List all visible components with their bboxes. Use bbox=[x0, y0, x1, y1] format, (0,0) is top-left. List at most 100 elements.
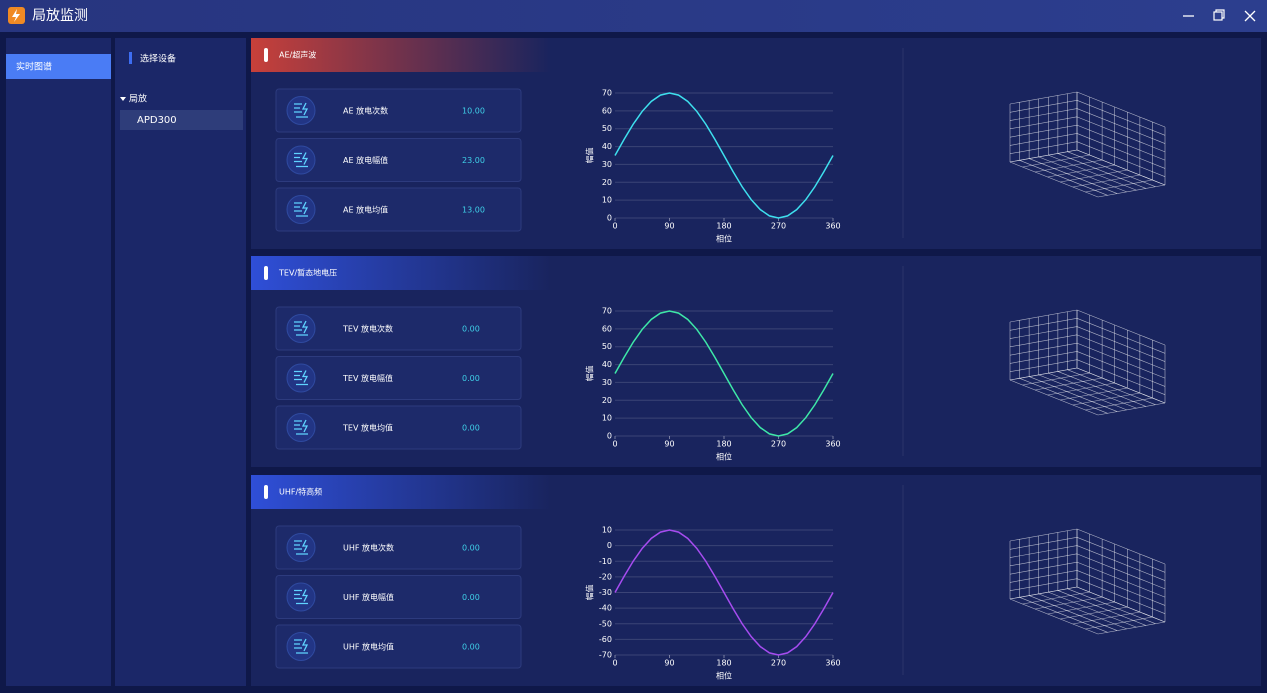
tree-item-bg[interactable] bbox=[120, 110, 243, 130]
x-tick-label: 0 bbox=[612, 440, 617, 449]
header-marker bbox=[264, 48, 268, 62]
wireframe bbox=[1009, 141, 1078, 155]
wireframe bbox=[1022, 372, 1090, 386]
x-tick-label: 0 bbox=[612, 659, 617, 668]
wireframe bbox=[1047, 601, 1115, 615]
y-tick-label: 30 bbox=[602, 378, 612, 387]
x-axis-label: 相位 bbox=[716, 234, 732, 244]
header-marker bbox=[264, 485, 268, 499]
wireframe bbox=[1076, 578, 1166, 614]
wireframe bbox=[1009, 342, 1078, 356]
app-icon-glyph bbox=[12, 9, 20, 22]
wireframe bbox=[1035, 159, 1103, 173]
wireframe bbox=[1072, 392, 1140, 406]
y-tick-label: 30 bbox=[602, 160, 612, 169]
wireframe bbox=[1038, 374, 1127, 411]
wireframe bbox=[1076, 351, 1166, 387]
y-tick-label: 10 bbox=[602, 526, 612, 535]
wireframe bbox=[1009, 367, 1078, 381]
tree-item[interactable]: APD300 bbox=[137, 115, 177, 126]
title-bar bbox=[0, 0, 1267, 32]
wireframe bbox=[1009, 553, 1078, 567]
x-tick-label: 180 bbox=[716, 659, 731, 668]
y-tick-label: 40 bbox=[602, 360, 612, 369]
wireframe bbox=[1029, 158, 1118, 194]
wireframe bbox=[1076, 133, 1166, 169]
metric-label: AE 放电次数 bbox=[343, 106, 388, 116]
series-line bbox=[614, 310, 834, 437]
wireframe bbox=[1085, 397, 1153, 411]
metric-card bbox=[275, 88, 522, 133]
metric-icon bbox=[286, 363, 316, 393]
y-tick-label: 60 bbox=[602, 324, 612, 333]
nav-item[interactable]: 实时图谱 bbox=[16, 61, 52, 73]
series-line bbox=[614, 529, 834, 656]
wireframe bbox=[1009, 124, 1078, 138]
x-tick-label: 90 bbox=[664, 440, 674, 449]
wireframe bbox=[1009, 379, 1099, 416]
metric-icon-glyph bbox=[294, 201, 309, 217]
expand-arrow[interactable] bbox=[120, 97, 126, 101]
y-tick-label: -70 bbox=[599, 651, 612, 660]
wireframe bbox=[1076, 141, 1166, 177]
wireframe bbox=[1009, 317, 1078, 331]
wireframe bbox=[1048, 372, 1137, 409]
wireframe bbox=[1047, 164, 1115, 178]
metric-icon bbox=[286, 533, 316, 562]
nav-item-bg[interactable] bbox=[6, 54, 111, 79]
nav-sidebar bbox=[6, 38, 111, 686]
metric-icon bbox=[286, 145, 316, 175]
metric-label: AE 放电均值 bbox=[343, 205, 388, 215]
metric-icon-glyph bbox=[294, 370, 309, 386]
metric-icon-glyph bbox=[294, 638, 309, 654]
metric-icon-glyph bbox=[294, 152, 309, 168]
minimize-button[interactable] bbox=[1178, 6, 1198, 26]
wireframe bbox=[1072, 611, 1140, 625]
wireframe bbox=[1076, 124, 1166, 161]
wireframe bbox=[1067, 369, 1156, 405]
wireframe bbox=[1048, 154, 1137, 191]
wireframe bbox=[1048, 591, 1137, 628]
wireframe bbox=[1085, 179, 1153, 193]
wireframe bbox=[1009, 359, 1078, 373]
wireframe bbox=[1009, 570, 1078, 583]
wireframe bbox=[1076, 116, 1166, 153]
x-tick-label: 270 bbox=[771, 440, 786, 449]
wireframe bbox=[1009, 116, 1078, 130]
metric-value: 0.00 bbox=[462, 643, 480, 652]
y-tick-label: 20 bbox=[602, 178, 612, 187]
metric-value: 0.00 bbox=[462, 325, 480, 334]
y-tick-label: 0 bbox=[607, 432, 612, 441]
wireframe bbox=[1076, 561, 1166, 598]
metric-value: 0.00 bbox=[462, 424, 480, 433]
metric-card bbox=[275, 138, 522, 182]
wireframe bbox=[1047, 382, 1115, 396]
y-tick-label: -10 bbox=[599, 557, 612, 566]
wireframe bbox=[1038, 593, 1127, 630]
wireframe bbox=[1057, 371, 1146, 407]
device-sidebar bbox=[115, 38, 246, 686]
wireframe bbox=[1038, 156, 1127, 193]
wireframe bbox=[1009, 598, 1099, 635]
wireframe bbox=[1060, 387, 1128, 401]
restore-button[interactable] bbox=[1208, 6, 1228, 26]
close-button[interactable] bbox=[1240, 6, 1260, 26]
wireframe bbox=[1009, 545, 1078, 558]
wireframe bbox=[1009, 578, 1078, 592]
metric-card bbox=[275, 356, 522, 400]
wireframe bbox=[1076, 108, 1166, 144]
tree-group[interactable]: 局放 bbox=[129, 93, 147, 105]
wireframe bbox=[1029, 595, 1118, 631]
wireframe bbox=[1067, 151, 1156, 187]
panel-title: AE/超声波 bbox=[279, 50, 316, 60]
wireframe bbox=[1076, 309, 1166, 346]
panel-header bbox=[251, 256, 551, 290]
y-tick-label: 0 bbox=[607, 214, 612, 223]
wireframe bbox=[1076, 91, 1166, 128]
wireframe bbox=[1009, 326, 1078, 339]
metric-value: 13.00 bbox=[462, 206, 485, 215]
wireframe bbox=[1076, 553, 1166, 590]
wireframe bbox=[1009, 149, 1078, 163]
wireframe bbox=[1009, 334, 1078, 348]
